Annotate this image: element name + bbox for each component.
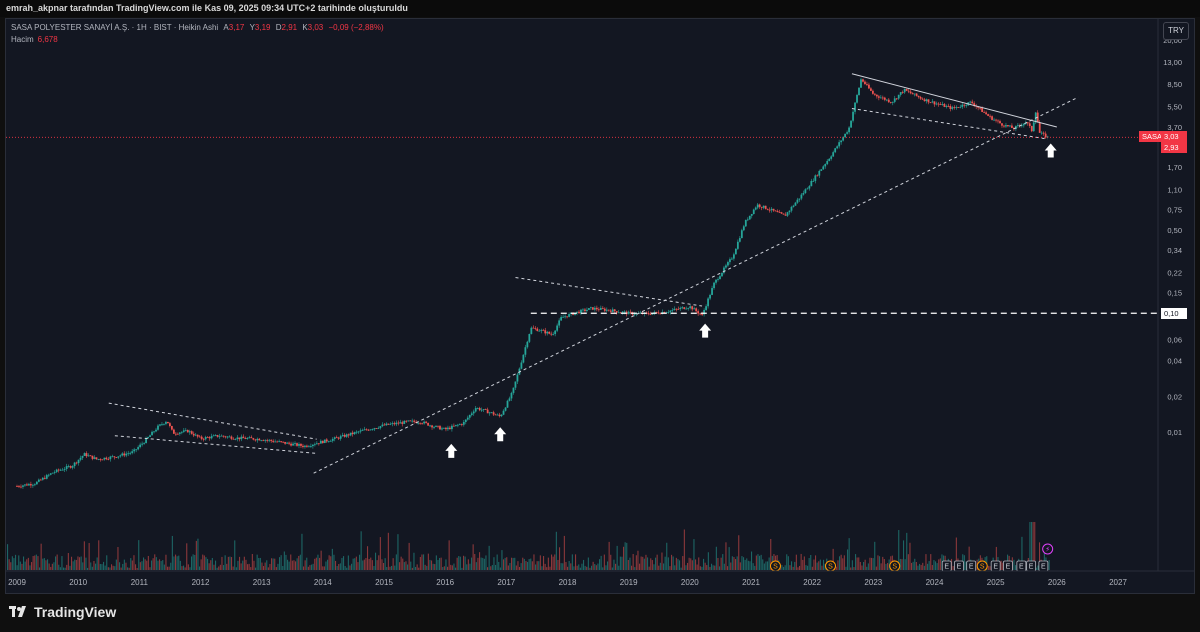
current-price-label: 3,03 <box>1161 131 1187 143</box>
secondary-price-label: 2,93 <box>1161 142 1187 154</box>
change-value: −0,09 (−2,88%) <box>328 23 384 32</box>
high-value: 3,19 <box>254 23 271 32</box>
tradingview-brand[interactable]: TradingView <box>9 604 116 620</box>
volume-value: 6,678 <box>37 35 58 44</box>
close-label: K <box>302 23 308 32</box>
chart-legend: SASA POLYESTER SANAYİ A.Ş. · 1H · BIST ·… <box>11 22 384 46</box>
open-label: A <box>223 23 229 32</box>
current-price-symbol-label: SASA <box>1139 131 1162 143</box>
low-value: 2,91 <box>281 23 298 32</box>
close-value: 3,03 <box>307 23 324 32</box>
chart-frame[interactable] <box>5 18 1195 594</box>
horizontal-level-label: 0,10 <box>1161 307 1187 319</box>
tradingview-logo-icon <box>9 606 26 617</box>
brand-name: TradingView <box>34 604 117 620</box>
high-label: Y <box>249 23 255 32</box>
open-value: 3,17 <box>228 23 245 32</box>
symbol-line[interactable]: SASA POLYESTER SANAYİ A.Ş. · 1H · BIST ·… <box>11 23 219 32</box>
currency-button[interactable]: TRY <box>1163 22 1189 40</box>
chart-caption: emrah_akpnar tarafından TradingView.com … <box>0 0 1200 17</box>
footer: TradingView <box>0 596 1200 632</box>
low-label: D <box>275 23 282 32</box>
volume-label[interactable]: Hacim <box>11 35 34 44</box>
